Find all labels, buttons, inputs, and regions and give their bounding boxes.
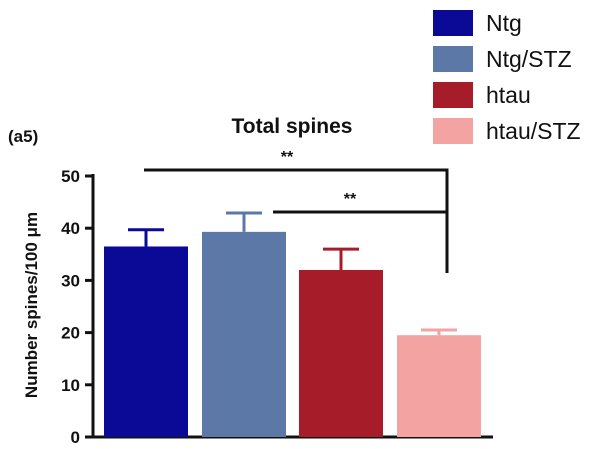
bar-htau xyxy=(299,269,383,437)
legend-swatch xyxy=(433,82,473,108)
bars xyxy=(104,211,481,437)
legend-entry: htau/STZ xyxy=(486,118,581,144)
y-tick-label: 40 xyxy=(61,219,80,238)
legend: Ntg Ntg/STZ htau htau/STZ xyxy=(433,10,581,144)
legend-swatch xyxy=(433,10,473,36)
bar-ntg-stz xyxy=(202,231,286,437)
y-tick-label: 10 xyxy=(61,376,80,395)
significance-annotations: ** ** xyxy=(144,149,449,273)
y-tick-label: 50 xyxy=(61,167,80,186)
y-axis-label: Number spines/100 μm xyxy=(22,212,41,398)
y-tick-label: 30 xyxy=(61,271,80,290)
chart-title: Total spines xyxy=(232,115,353,138)
y-tick-label: 20 xyxy=(61,324,80,343)
legend-entry: Ntg xyxy=(486,10,522,36)
bar-ntg xyxy=(104,246,188,437)
significance-label: ** xyxy=(281,149,294,166)
legend-swatch xyxy=(433,46,473,72)
legend-swatch xyxy=(433,118,473,144)
legend-entry: Ntg/STZ xyxy=(486,46,572,72)
legend-entry: htau xyxy=(486,82,531,108)
panel-label: (a5) xyxy=(8,127,38,146)
y-tick-label: 0 xyxy=(71,428,80,447)
significance-label: ** xyxy=(344,191,357,208)
bar-htau-stz xyxy=(397,335,481,437)
